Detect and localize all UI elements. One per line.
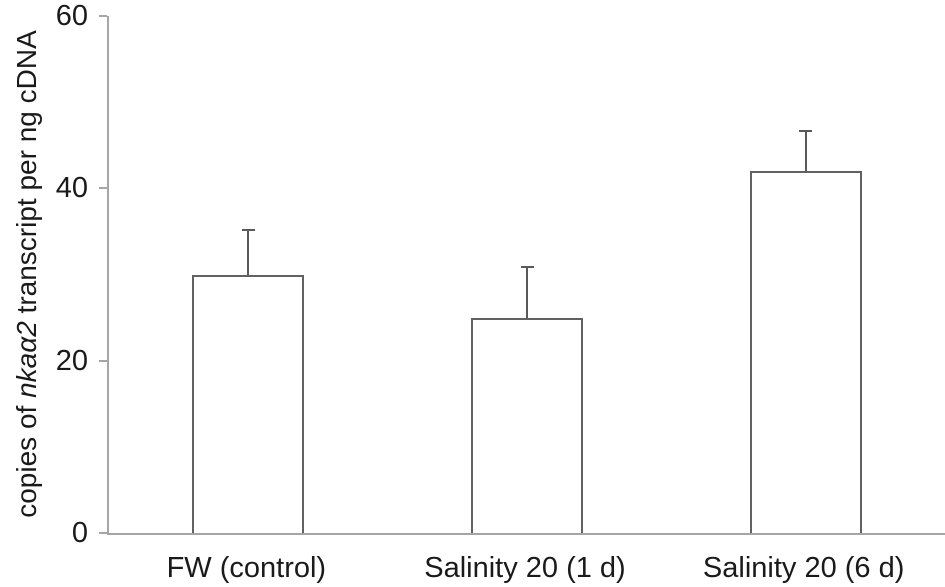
error-bar-cap xyxy=(799,129,813,132)
y-tick-label: 60 xyxy=(55,0,88,32)
x-axis-category-label: FW (control) xyxy=(166,552,327,584)
y-tick-label: 20 xyxy=(55,344,88,377)
plot-area xyxy=(107,16,945,535)
x-axis-category-label: Salinity 20 (1 d) xyxy=(424,552,626,584)
error-bar-line xyxy=(247,228,250,275)
x-axis-category-label: Salinity 20 (6 d) xyxy=(702,552,905,584)
bar xyxy=(471,317,583,533)
error-bar-cap xyxy=(241,228,255,231)
error-bar-line xyxy=(526,265,528,318)
y-tick-label: 40 xyxy=(55,172,88,205)
error-bar-cap xyxy=(520,265,534,268)
y-axis-tick xyxy=(99,532,107,534)
y-axis-tick xyxy=(99,15,107,17)
bar xyxy=(192,274,305,533)
y-axis-title: copies of nkaα2 transcript per ng cDNA xyxy=(11,30,43,518)
bar xyxy=(749,171,862,533)
error-bar-line xyxy=(804,129,807,172)
y-axis-tick xyxy=(99,187,107,190)
y-axis-tick xyxy=(99,359,107,362)
y-axis-title-text: copies of xyxy=(11,397,42,518)
y-tick-label: 0 xyxy=(71,517,88,549)
